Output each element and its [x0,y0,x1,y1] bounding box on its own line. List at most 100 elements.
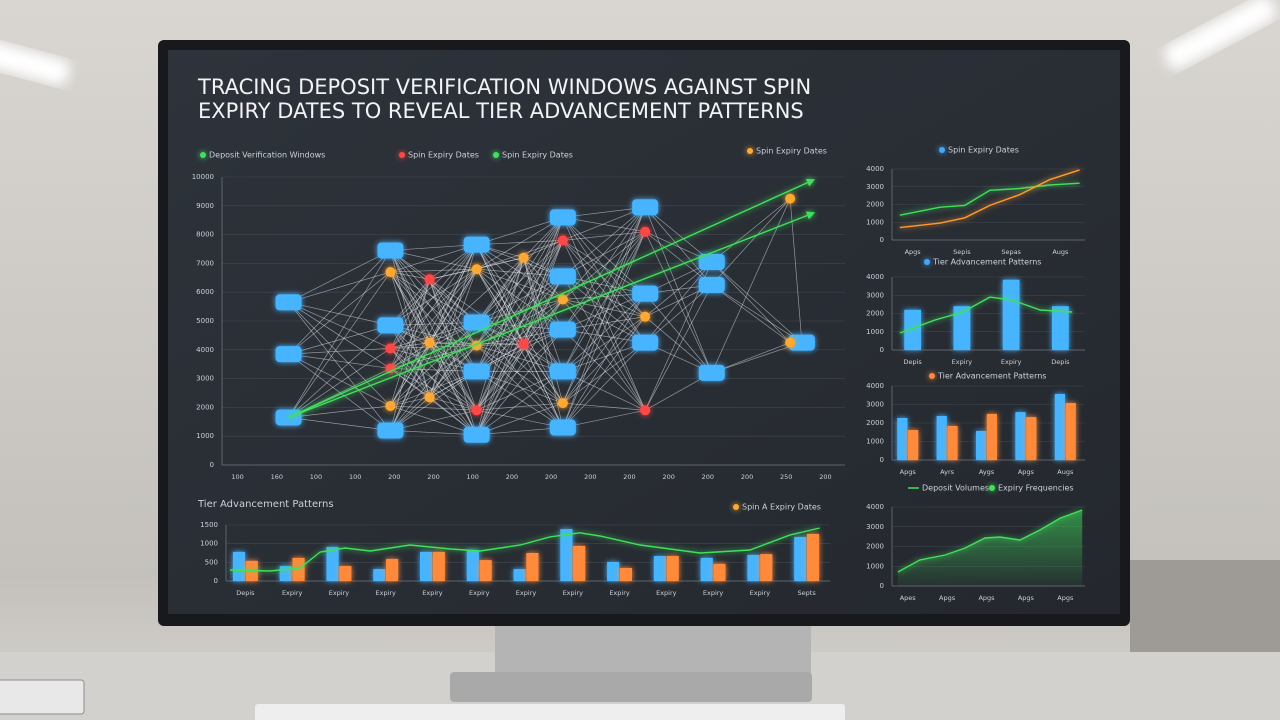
y-tick-label: 0 [880,236,884,244]
keyboard [255,704,845,720]
legend-label: Spin Expiry Dates [408,151,479,160]
edge [476,299,564,435]
legend-marker [200,152,206,158]
node [632,334,659,351]
edge [288,302,391,431]
x-tick-label: 200 [702,473,714,481]
edge [476,343,524,435]
node [640,311,651,322]
edge [390,271,430,280]
y-tick-label: 3000 [196,375,214,383]
node [463,426,490,443]
bar [897,418,908,460]
legend-label: Deposit Verification Windows [209,151,325,160]
edge [476,257,524,270]
node [698,364,725,381]
edge [390,244,477,407]
edge [644,284,713,411]
x-tick-label: Aygs [979,468,995,476]
bar [907,430,919,460]
edge [562,299,646,343]
edge [429,269,477,398]
edge [644,207,713,286]
x-tick-label: Expiry [952,358,973,366]
bar [339,566,352,581]
x-tick-label: Expiry [469,589,490,597]
node [632,199,659,216]
edge [429,396,477,411]
bar [947,425,958,460]
edge [562,342,646,428]
edge [562,207,646,300]
node [785,337,796,348]
x-tick-label: 100 [349,473,361,481]
y-tick-label: 3000 [866,523,884,531]
edge [476,427,563,436]
node [785,193,796,204]
edge [390,271,477,346]
edge [562,316,646,330]
edge [390,250,477,372]
edge [562,293,646,372]
edge [562,207,646,372]
bar [953,306,971,350]
edge [429,322,477,398]
edge [288,250,391,303]
edge [562,216,646,233]
edge [476,268,564,428]
node [549,268,576,285]
x-tick-label: Expiry [656,589,677,597]
line [899,182,1080,216]
edge [476,329,564,435]
node [377,422,404,439]
node [463,363,490,380]
node [385,363,396,374]
edge [562,409,646,428]
edge [390,271,477,323]
edge [523,257,564,428]
x-tick-label: 200 [545,473,557,481]
node [698,277,725,293]
edge [562,293,646,404]
edge [711,261,791,343]
chart: 0 1000 2000 3000 4000 Apgs Ayrs Aygs Apgs Augs Tie… [866,372,1085,476]
edge [390,279,430,369]
x-tick-label: 200 [506,473,518,481]
bar [607,561,620,581]
y-tick-label: 3000 [866,183,884,191]
edge [390,368,477,411]
y-tick-label: 2000 [866,201,884,209]
legend-label: Tier Advancement Patterns [932,258,1041,267]
edge [390,345,477,407]
device [0,679,85,715]
legend-marker [989,485,995,491]
bar [747,554,760,581]
bar [432,551,445,581]
y-tick-label: 4000 [866,273,884,281]
chart: 0 1000 2000 3000 4000 Depis Expiry Expiry Depis T… [866,258,1085,366]
node [640,405,651,416]
edge [390,322,477,431]
edge [476,268,564,330]
node [275,346,302,363]
edge [476,299,564,346]
edge [711,342,803,374]
edge [288,324,391,355]
x-tick-label: 100 [231,473,243,481]
x-tick-label: Apes [900,594,917,602]
node [463,236,490,253]
edge [523,257,564,372]
node [377,242,404,259]
legend-marker [939,147,945,153]
edge [562,329,646,343]
edge [390,250,477,346]
edge [390,371,477,407]
edge [390,244,477,369]
bar [986,413,998,460]
edge [476,240,564,346]
x-tick-label: 200 [623,473,635,481]
legend-marker [924,259,930,265]
x-tick-label: 200 [819,473,831,481]
y-tick-label: 0 [880,582,884,590]
